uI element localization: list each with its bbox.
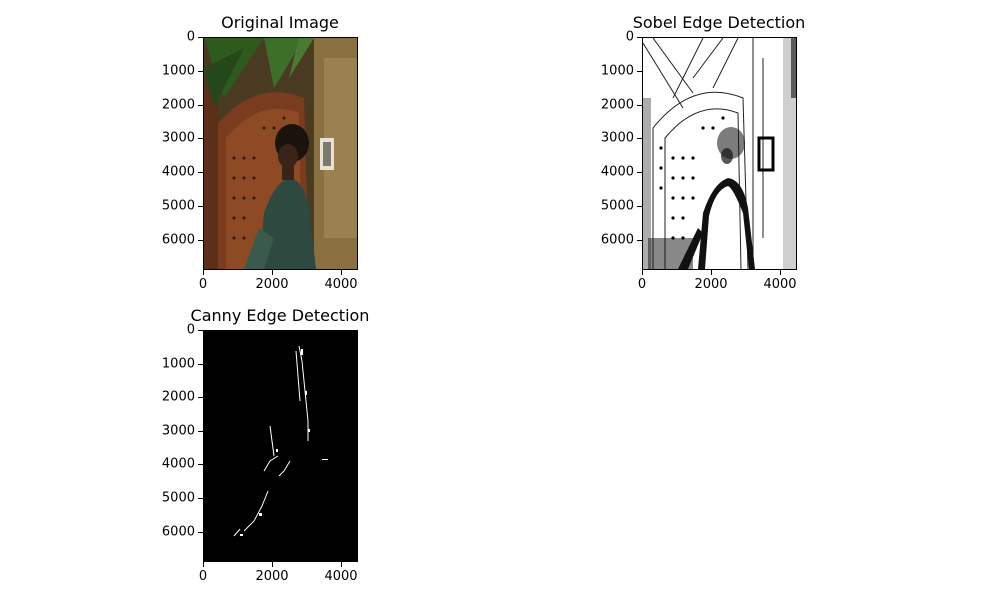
panel-title: Original Image — [221, 13, 339, 32]
y-tick-label: 6000 — [161, 524, 195, 540]
y-tick-label: 5000 — [600, 198, 634, 214]
y-tick-label: 0 — [186, 29, 195, 45]
y-tick-mark — [198, 71, 203, 72]
y-tick-label: 0 — [186, 322, 195, 338]
y-tick-mark — [637, 105, 642, 106]
x-tick-mark — [341, 562, 342, 567]
y-tick-label: 5000 — [161, 490, 195, 506]
y-tick-mark — [637, 172, 642, 173]
image-axes — [203, 330, 358, 562]
x-tick-mark — [272, 270, 273, 275]
y-tick-mark — [198, 138, 203, 139]
y-tick-mark — [198, 330, 203, 331]
original-image — [204, 38, 357, 269]
y-tick-label: 0 — [625, 29, 634, 45]
y-tick-label: 2000 — [161, 389, 195, 405]
x-tick-label: 2000 — [255, 277, 289, 292]
y-tick-mark — [637, 240, 642, 241]
x-tick-label: 4000 — [324, 277, 358, 292]
y-tick-mark — [637, 37, 642, 38]
x-tick-mark — [203, 270, 204, 275]
x-tick-label: 2000 — [694, 277, 728, 292]
y-tick-label: 2000 — [600, 97, 634, 113]
x-tick-label: 4000 — [763, 277, 797, 292]
y-tick-label: 4000 — [161, 164, 195, 180]
y-tick-label: 6000 — [600, 232, 634, 248]
x-tick-mark — [711, 270, 712, 275]
y-tick-label: 5000 — [161, 198, 195, 214]
y-tick-label: 4000 — [161, 456, 195, 472]
panel-title: Sobel Edge Detection — [632, 13, 806, 32]
y-tick-mark — [198, 498, 203, 499]
y-tick-mark — [198, 464, 203, 465]
y-tick-mark — [198, 397, 203, 398]
panel-title: Canny Edge Detection — [190, 306, 370, 325]
sobel-image — [643, 38, 796, 269]
image-axes — [642, 37, 797, 270]
canny-image — [204, 331, 357, 561]
y-tick-label: 2000 — [161, 97, 195, 113]
y-tick-mark — [637, 206, 642, 207]
y-tick-mark — [198, 105, 203, 106]
y-tick-mark — [637, 71, 642, 72]
y-tick-label: 3000 — [161, 130, 195, 146]
y-tick-label: 6000 — [161, 232, 195, 248]
x-tick-label: 0 — [198, 277, 208, 292]
x-tick-mark — [341, 270, 342, 275]
x-tick-mark — [272, 562, 273, 567]
y-tick-label: 1000 — [161, 63, 195, 79]
y-tick-label: 3000 — [161, 423, 195, 439]
x-tick-label: 2000 — [255, 569, 289, 584]
x-tick-mark — [203, 562, 204, 567]
y-tick-mark — [637, 138, 642, 139]
y-tick-label: 1000 — [600, 63, 634, 79]
y-tick-mark — [198, 240, 203, 241]
image-axes — [203, 37, 358, 270]
x-tick-mark — [780, 270, 781, 275]
x-tick-mark — [642, 270, 643, 275]
y-tick-mark — [198, 532, 203, 533]
y-tick-label: 3000 — [600, 130, 634, 146]
y-tick-mark — [198, 206, 203, 207]
y-tick-mark — [198, 37, 203, 38]
x-tick-label: 4000 — [324, 569, 358, 584]
y-tick-label: 4000 — [600, 164, 634, 180]
y-tick-mark — [198, 431, 203, 432]
x-tick-label: 0 — [637, 277, 647, 292]
y-tick-mark — [198, 172, 203, 173]
y-tick-mark — [198, 364, 203, 365]
y-tick-label: 1000 — [161, 356, 195, 372]
x-tick-label: 0 — [198, 569, 208, 584]
